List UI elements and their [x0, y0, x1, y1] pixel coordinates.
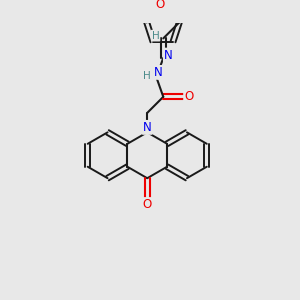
Text: O: O — [184, 90, 194, 103]
Text: N: N — [143, 121, 152, 134]
Text: N: N — [153, 66, 162, 79]
Text: H: H — [143, 71, 151, 81]
Text: O: O — [156, 0, 165, 11]
Text: O: O — [142, 198, 152, 211]
Text: H: H — [152, 31, 159, 40]
Text: N: N — [164, 49, 172, 62]
